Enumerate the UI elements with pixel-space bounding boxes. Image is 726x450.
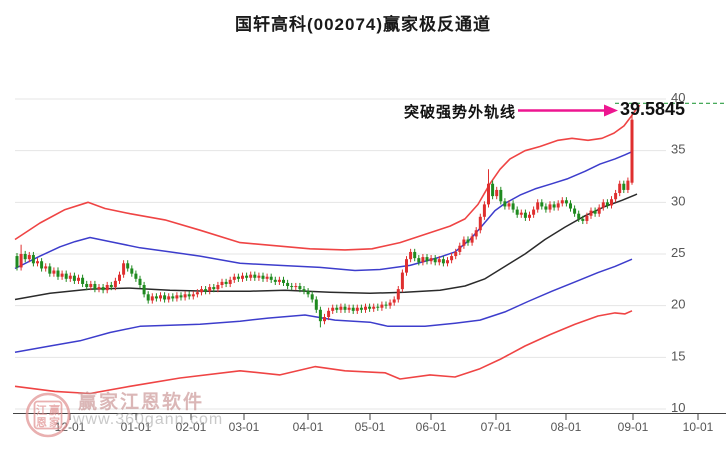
- watermark-brand: 赢家江恩软件: [78, 392, 205, 413]
- x-axis-tick-label: 05-01: [355, 420, 386, 434]
- x-axis-tick-label: 01-01: [121, 420, 152, 434]
- candles-layer: [15, 113, 634, 328]
- breakout-annotation-label: 突破强势外轨线: [404, 104, 517, 121]
- seal-char: 恩: [36, 416, 47, 429]
- seal-char: 江: [36, 403, 47, 417]
- brand-seal-icon: 江 赢 恩 家: [25, 392, 71, 438]
- y-axis-tick-label: 30: [671, 193, 685, 208]
- x-axis-tick-label: 06-01: [416, 420, 447, 434]
- y-axis-tick-label: 10: [671, 400, 685, 415]
- annotation-arrow-icon: [518, 104, 618, 117]
- y-axis-tick-label: 20: [671, 297, 685, 312]
- y-axis-tick-label: 40: [671, 90, 685, 105]
- x-axis-tick-label: 04-01: [293, 420, 324, 434]
- x-axis-tick-label: 10-01: [683, 420, 714, 434]
- outer-track-bottom: [14, 310, 633, 395]
- seal-char: 赢: [49, 403, 60, 417]
- inner-track-bottom: [14, 258, 633, 353]
- x-axis-tick-label: 02-01: [176, 420, 207, 434]
- x-axis-layer: 12-01 01-01 02-01 03-01 04-01 05-01 06-01 07-01…: [13, 413, 726, 434]
- y-axis-layer: 40 35 30 25 20 15 10: [671, 90, 685, 415]
- x-axis-tick-label: 03-01: [229, 420, 260, 434]
- x-axis-tick-label: 08-01: [551, 420, 582, 434]
- grid-layer: [15, 98, 666, 410]
- x-axis-tick-label: 09-01: [618, 420, 649, 434]
- seal-char: 家: [49, 415, 61, 429]
- watermark-url: www.360gann.com: [73, 411, 224, 428]
- x-axis-tick-label: 07-01: [481, 420, 512, 434]
- inner-track-top: [14, 151, 633, 272]
- y-axis-tick-label: 15: [671, 348, 685, 363]
- y-axis-tick-label: 25: [671, 245, 685, 260]
- breakout-annotation-value: 39.5845: [620, 99, 686, 119]
- channel-lines-layer: [14, 104, 641, 395]
- chart-title: 国轩高科(002074)赢家极反通道: [234, 15, 492, 34]
- outer-track-top: [14, 104, 641, 251]
- y-axis-tick-label: 35: [671, 142, 685, 157]
- middle-line: [14, 193, 638, 301]
